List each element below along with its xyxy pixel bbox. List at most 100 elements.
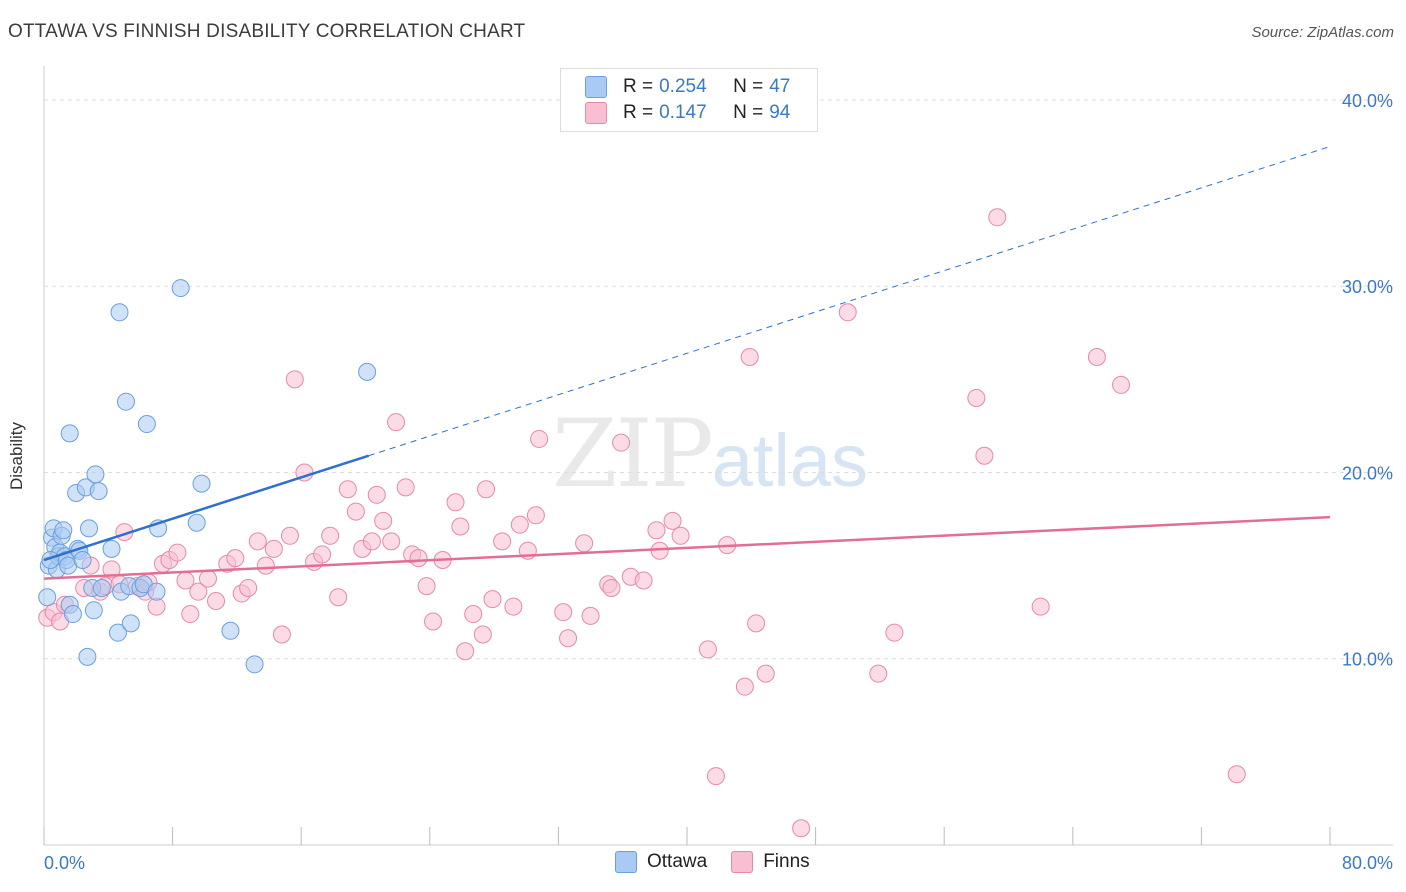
finns-point xyxy=(735,677,754,696)
stats-legend: R = 0.254 N = 47 R = 0.147 N = 94 xyxy=(560,68,818,132)
ottawa-point xyxy=(102,539,121,558)
finns-point xyxy=(663,511,682,530)
finns-point xyxy=(988,208,1007,227)
finns-point xyxy=(226,549,245,568)
ottawa-point xyxy=(89,482,108,501)
ottawa-point xyxy=(121,614,140,633)
ottawa-point xyxy=(73,551,92,570)
finns-point xyxy=(483,590,502,609)
series-swatch-ottawa xyxy=(615,851,637,873)
y-tick-label: 30.0% xyxy=(1342,277,1393,297)
finns-point xyxy=(256,556,275,575)
watermark-atlas: atlas xyxy=(711,419,869,502)
series-legend: Ottawa Finns xyxy=(615,851,834,873)
ottawa-point xyxy=(80,519,99,538)
legend-r-value: 0.147 xyxy=(659,102,707,123)
y-tick-label: 10.0% xyxy=(1342,650,1393,670)
finns-point xyxy=(417,577,436,596)
series-label-ottawa: Ottawa xyxy=(647,851,708,872)
legend-swatch-finns xyxy=(585,102,607,124)
finns-point xyxy=(362,532,381,551)
watermark: ZIPatlas xyxy=(552,400,868,509)
finns-point xyxy=(602,578,621,597)
finns-point xyxy=(207,591,226,610)
ottawa-point xyxy=(63,605,82,624)
series-legend-finns[interactable]: Finns xyxy=(731,851,810,873)
finns-point xyxy=(424,612,443,631)
x-tick-label: 80.0% xyxy=(1342,853,1393,873)
watermark-zip: ZIP xyxy=(552,400,714,509)
finns-point xyxy=(464,605,483,624)
legend-n-value: 47 xyxy=(769,76,791,97)
finns-point xyxy=(264,539,283,558)
y-tick-label: 40.0% xyxy=(1342,91,1393,111)
finns-point xyxy=(575,534,594,553)
finns-point xyxy=(181,605,200,624)
finns-point xyxy=(102,560,121,579)
ottawa-point xyxy=(86,465,105,484)
finns-point xyxy=(387,413,406,432)
finns-point xyxy=(168,543,187,562)
finns-point xyxy=(747,614,766,633)
finns-point xyxy=(1087,347,1106,366)
ottawa-point xyxy=(147,582,166,601)
ottawa-trend-line xyxy=(43,454,370,562)
finns-point xyxy=(198,569,217,588)
finns-point xyxy=(382,532,401,551)
ottawa-point xyxy=(187,513,206,532)
series-swatch-finns xyxy=(731,851,754,873)
finns-point xyxy=(477,480,496,499)
ottawa-point xyxy=(116,392,135,411)
finns-point xyxy=(409,549,428,568)
finns-trend-line xyxy=(43,515,1331,580)
finns-point xyxy=(329,588,348,607)
finns-point xyxy=(456,642,475,661)
ottawa-point xyxy=(110,303,129,322)
finns-point xyxy=(367,485,386,504)
legend-row-ottawa: R = 0.254 N = 47 xyxy=(585,74,790,100)
finns-point xyxy=(706,767,725,786)
finns-point xyxy=(504,597,523,616)
finns-point xyxy=(321,526,340,545)
legend-n-label: N = xyxy=(733,102,764,123)
finns-point xyxy=(396,478,415,497)
ottawa-point xyxy=(38,588,57,607)
finns-point xyxy=(280,526,299,545)
finns-point xyxy=(374,511,393,530)
y-tick-label: 20.0% xyxy=(1342,463,1393,483)
finns-point xyxy=(612,433,631,452)
finns-point xyxy=(189,582,208,601)
ottawa-point xyxy=(221,621,240,640)
finns-point xyxy=(756,664,775,683)
finns-point xyxy=(634,571,653,590)
finns-point xyxy=(581,606,600,625)
ottawa-point xyxy=(84,601,103,620)
chart-title: OTTAWA VS FINNISH DISABILITY CORRELATION… xyxy=(8,21,526,42)
finns-point xyxy=(248,532,267,551)
finns-point xyxy=(313,545,332,564)
finns-point xyxy=(285,370,304,389)
finns-point xyxy=(647,521,666,540)
finns-point xyxy=(451,517,470,536)
source-label: Source: ZipAtlas.com xyxy=(1251,24,1394,41)
series-legend-ottawa[interactable]: Ottawa xyxy=(615,851,707,873)
ottawa-point xyxy=(358,362,377,381)
finns-point xyxy=(671,526,690,545)
ottawa-point xyxy=(137,415,156,434)
finns-point xyxy=(493,532,512,551)
finns-point xyxy=(346,502,365,521)
finns-point xyxy=(338,480,357,499)
finns-point xyxy=(559,629,578,648)
ottawa-trend-extension xyxy=(368,146,1331,457)
finns-point xyxy=(446,493,465,512)
ottawa-point xyxy=(108,623,127,642)
finns-point xyxy=(272,625,291,644)
finns-point xyxy=(698,640,717,659)
ottawa-point xyxy=(192,474,211,493)
finns-point xyxy=(838,303,857,322)
finns-point xyxy=(554,603,573,622)
legend-row-finns: R = 0.147 N = 94 xyxy=(585,100,790,126)
finns-point xyxy=(526,506,545,525)
finns-point xyxy=(792,819,811,838)
